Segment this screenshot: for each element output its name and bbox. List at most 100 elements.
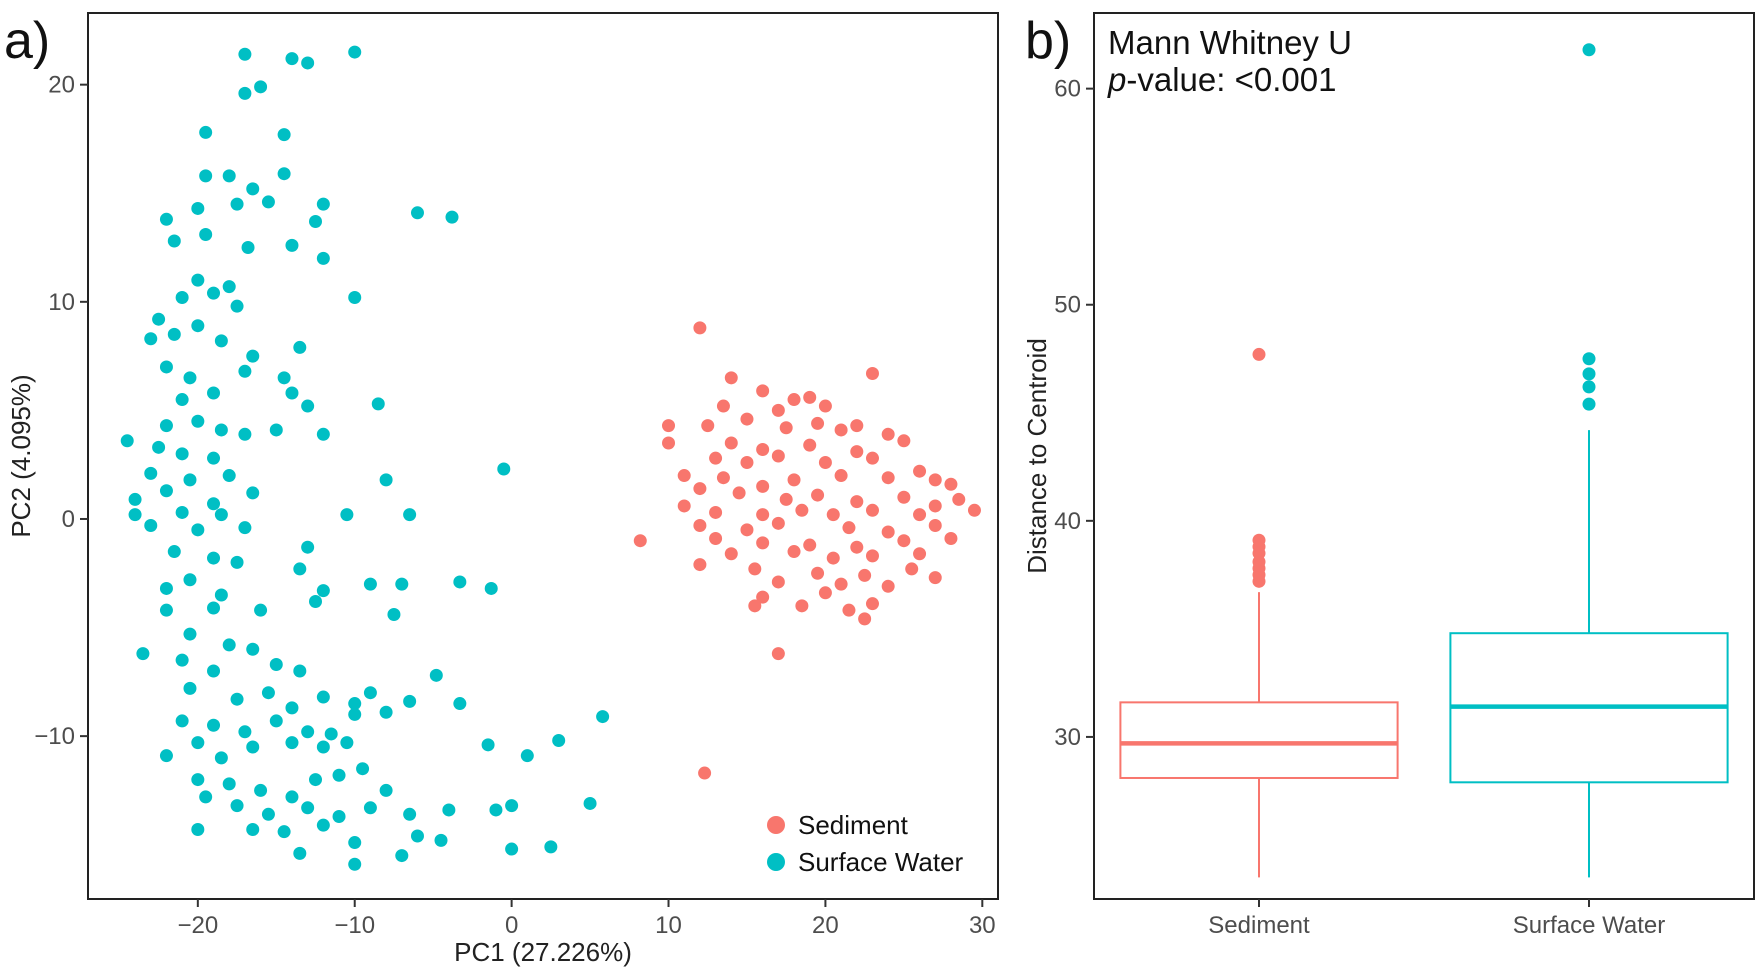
surface-water-point: [191, 201, 205, 215]
sediment-point: [795, 599, 809, 613]
sediment-point: [756, 590, 770, 604]
sediment-point: [881, 579, 895, 593]
surface-water-point: [191, 414, 205, 428]
panel-b-boxes: Sediment Surface Water: [1119, 43, 1729, 939]
surface-water-point: [254, 603, 268, 617]
x-tick-label: 30: [969, 912, 996, 939]
surface-water-point: [175, 505, 189, 519]
surface-water-point: [199, 228, 213, 241]
surface-water-point: [159, 360, 173, 374]
p-value-text: p-value: <0.001: [1107, 61, 1336, 98]
panel-a-y-axis-label: PC2 (4.095%): [6, 374, 36, 537]
surface-water-point: [442, 803, 456, 817]
surface-water-point: [332, 809, 346, 823]
surface-water-point: [316, 818, 330, 832]
legend-key-sediment: [767, 816, 785, 834]
surface-water-point: [316, 690, 330, 704]
surface-water-point: [453, 697, 467, 711]
panel-a-scatter: a) −20 −10 0 10 20 30 −10 0 10 20 Sediment Surfac…: [4, 12, 999, 967]
surface-water-point: [269, 714, 283, 728]
surface-water-outlier: [1582, 43, 1596, 57]
test-name: Mann Whitney U: [1108, 24, 1352, 61]
surface-water-point: [222, 638, 236, 652]
surface-water-point: [214, 508, 228, 522]
sediment-point: [803, 538, 817, 552]
surface-water-point: [175, 290, 189, 304]
x-tick-label: 20: [812, 912, 839, 939]
surface-water-point: [316, 251, 330, 265]
surface-water-point: [199, 790, 213, 804]
sediment-point: [771, 449, 785, 463]
sediment-point: [740, 456, 754, 470]
surface-water-point: [356, 762, 370, 776]
sediment-point: [756, 384, 770, 398]
y-tick-label: 60: [1054, 76, 1081, 103]
surface-water-point: [379, 473, 393, 487]
panel-a-label: a): [4, 12, 50, 70]
sediment-point: [818, 399, 832, 413]
surface-water-point: [230, 555, 244, 569]
sediment-point: [803, 438, 817, 452]
sediment-point: [913, 464, 927, 478]
surface-water-point: [410, 829, 424, 843]
x-category-label: Surface Water: [1513, 912, 1666, 939]
sediment-point: [787, 393, 801, 407]
sediment-point: [693, 558, 707, 572]
sediment-point: [897, 490, 911, 504]
sediment-point: [811, 566, 825, 580]
surface-water-point: [348, 857, 362, 871]
sediment-point: [826, 551, 840, 565]
y-tick-label: 30: [1054, 724, 1081, 751]
sediment-point: [913, 547, 927, 561]
sediment-point: [716, 399, 730, 413]
sediment-point: [748, 599, 762, 613]
sediment-point: [698, 766, 712, 780]
surface-water-point: [207, 497, 221, 511]
surface-water-point: [544, 840, 558, 854]
sediment-point: [850, 445, 864, 459]
y-tick-label: 40: [1054, 508, 1081, 535]
surface-water-point: [481, 738, 495, 752]
x-tick-label: 10: [655, 912, 682, 939]
surface-water-point: [191, 319, 205, 333]
sediment-point: [952, 492, 966, 506]
sediment-point: [842, 521, 856, 535]
surface-water-point: [395, 577, 409, 591]
sediment-point: [881, 471, 895, 485]
surface-water-point: [175, 714, 189, 728]
surface-water-point: [222, 469, 236, 483]
sediment-point: [928, 473, 942, 487]
surface-water-point: [453, 575, 467, 589]
surface-water-point: [371, 397, 385, 411]
surface-water-point: [214, 588, 228, 602]
panel-a-points: [120, 45, 981, 871]
surface-water-point: [238, 86, 252, 100]
surface-water-point: [214, 334, 228, 348]
surface-water-point: [332, 768, 346, 782]
surface-water-point: [238, 725, 252, 739]
sediment-point: [811, 488, 825, 502]
surface-water-point: [230, 692, 244, 706]
surface-water-point: [230, 197, 244, 211]
sediment-point: [748, 562, 762, 576]
surface-water-point: [191, 523, 205, 537]
surface-water-point: [241, 241, 255, 255]
sediment-point: [850, 540, 864, 554]
sediment-point: [850, 419, 864, 433]
surface-water-point: [159, 603, 173, 617]
surface-water-outlier: [1582, 352, 1596, 366]
surface-water-point: [363, 801, 377, 815]
surface-water-outlier: [1582, 380, 1596, 394]
surface-water-point: [191, 773, 205, 787]
surface-water-point: [489, 803, 503, 817]
panel-b-y-axis-label: Distance to Centroid: [1022, 338, 1052, 574]
sediment-point: [771, 516, 785, 530]
sediment-point: [693, 482, 707, 496]
sediment-point: [693, 518, 707, 532]
surface-water-point: [301, 56, 315, 70]
sediment-point: [771, 403, 785, 417]
sediment-point: [811, 416, 825, 430]
surface-water-point: [379, 705, 393, 719]
surface-water-point: [269, 657, 283, 671]
